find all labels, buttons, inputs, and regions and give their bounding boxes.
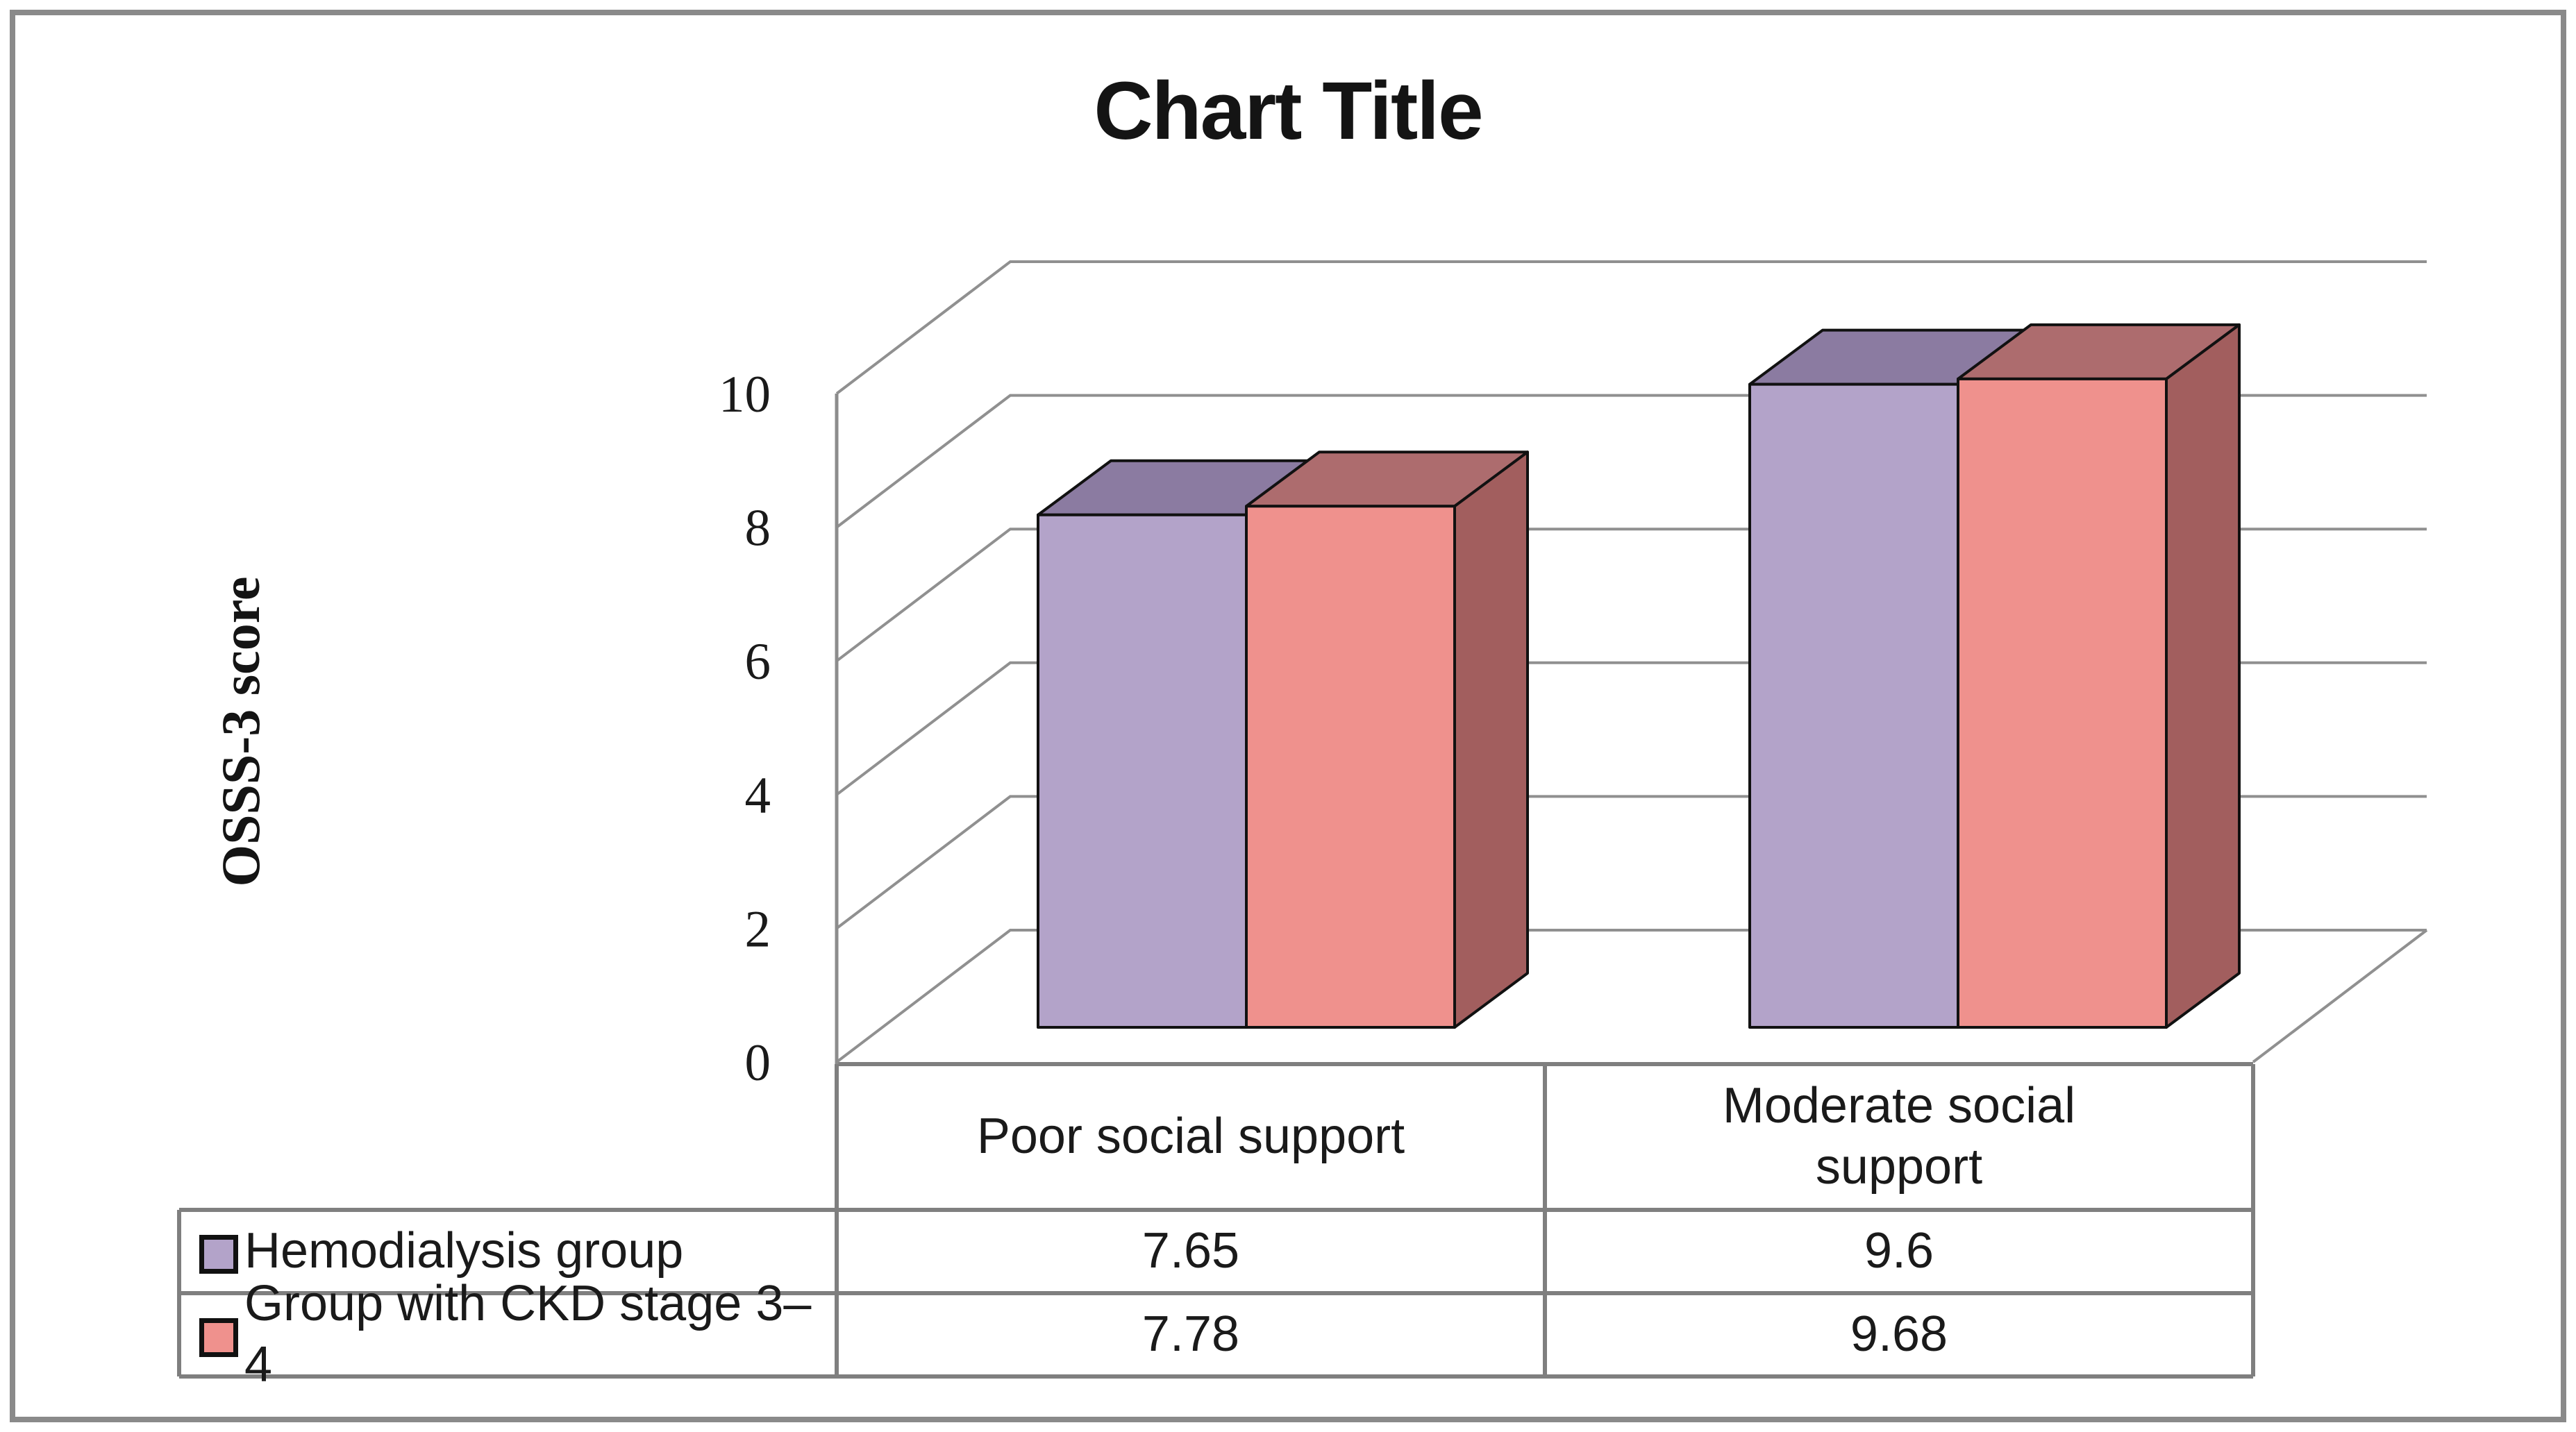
bar-front-s0-c0 [1037, 513, 1248, 1029]
data-table-grid [177, 1062, 2255, 1379]
legend-label-ckd: Group with CKD stage 3–4 [244, 1276, 812, 1392]
value-hemodialysis-poor: 7.65 [1141, 1223, 1240, 1279]
legend-swatch-ckd [199, 1318, 238, 1357]
bar-side-s1-c1 [2165, 323, 2241, 1029]
value-ckd-poor: 7.78 [1141, 1306, 1240, 1363]
figure-border [10, 10, 2566, 1422]
gridline-10 [835, 260, 2427, 395]
y-tick-label-2: 2 [745, 900, 771, 958]
y-tick-label-0: 0 [745, 1034, 771, 1092]
bar-front-s1-c1 [1957, 377, 2168, 1029]
bar-side-s1-c0 [1453, 450, 1529, 1029]
legend-label-hemodialysis: Hemodialysis group [244, 1223, 684, 1279]
chart-title: Chart Title [1094, 65, 1483, 157]
category-header-moderate: Moderate social support [1722, 1078, 2076, 1195]
category-header-poor: Poor social support [976, 1109, 1405, 1165]
y-tick-label-8: 8 [745, 500, 771, 557]
y-tick-label-4: 4 [745, 767, 771, 825]
floor-right-edge [2252, 929, 2428, 1063]
y-tick-label-6: 6 [745, 633, 771, 691]
y-tick-label-10: 10 [719, 366, 771, 423]
bar-front-s1-c0 [1245, 505, 1456, 1029]
legend-swatch-hemodialysis [199, 1235, 238, 1274]
bar-front-s0-c1 [1748, 382, 1959, 1029]
value-ckd-moderate: 9.68 [1850, 1306, 1948, 1363]
value-hemodialysis-moderate: 9.6 [1864, 1223, 1934, 1279]
